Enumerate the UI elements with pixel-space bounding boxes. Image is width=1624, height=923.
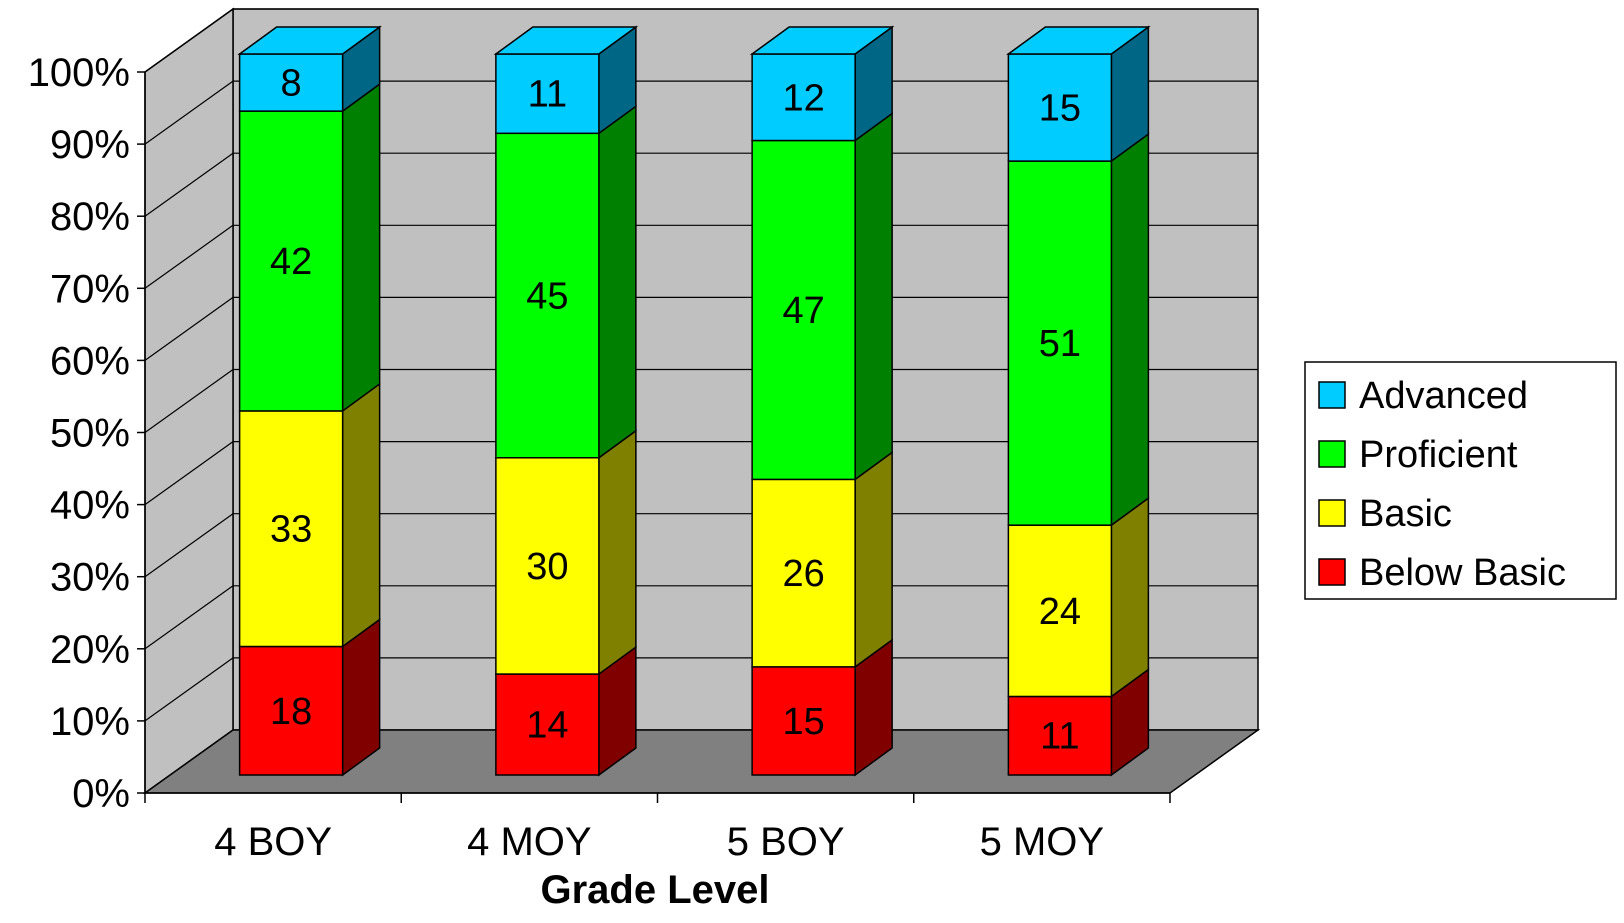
legend-swatch: [1318, 440, 1346, 468]
x-axis: 4 BOY 4 MOY 5 BOY 5 MOY: [144, 792, 1171, 864]
y-axis: 0% 10% 20% 30% 40% 50% 60% 70% 80% 90% 100%: [28, 51, 146, 816]
bar-top: [237, 26, 382, 55]
data-label: 45: [526, 276, 568, 318]
gridline-side: [144, 369, 234, 433]
gridline-side: [144, 8, 234, 73]
gridline-side: [144, 657, 234, 722]
legend-label: Advanced: [1359, 375, 1528, 417]
bar-segment: [238, 645, 344, 776]
data-label: 15: [782, 701, 824, 743]
y-tick-label: 10%: [50, 700, 130, 744]
bar-segment: [495, 132, 600, 459]
data-label: 47: [782, 290, 824, 332]
legend-label: Proficient: [1359, 434, 1518, 476]
x-tick-label: 5 MOY: [980, 820, 1104, 864]
bar-top: [493, 26, 639, 55]
data-label: 8: [281, 63, 302, 105]
bar-segment: [238, 410, 344, 648]
bar-segment: [751, 666, 856, 776]
data-label: 30: [526, 546, 568, 588]
data-label: 51: [1039, 323, 1081, 365]
y-tick-label: 80%: [50, 195, 130, 239]
bar-top: [749, 26, 895, 55]
bar-segment: [1007, 695, 1113, 776]
y-tick-label: 0%: [72, 772, 130, 816]
data-label: 18: [270, 691, 312, 733]
data-label: 42: [270, 241, 312, 283]
bar-side: [854, 112, 893, 481]
bar-stack: 11 24 51 15: [1006, 25, 1151, 777]
bar-side: [598, 104, 637, 460]
bar-segment: [238, 53, 344, 112]
y-tick-label: 100%: [28, 51, 130, 95]
y-tick-label: 30%: [50, 556, 130, 600]
x-tick-label: 4 BOY: [214, 820, 332, 864]
legend-label: Basic: [1359, 493, 1452, 535]
legend-swatch: [1318, 558, 1346, 586]
y-tick-label: 90%: [50, 123, 130, 167]
y-tick-label: 70%: [50, 267, 130, 311]
legend-swatch: [1318, 499, 1346, 527]
data-label: 11: [528, 74, 567, 116]
bar-side: [598, 429, 637, 676]
bar-segment: [495, 53, 600, 135]
bar-side: [1110, 132, 1150, 527]
y-tick-label: 20%: [50, 628, 130, 672]
data-label: 24: [1039, 591, 1081, 633]
bar-segment: [495, 673, 600, 776]
bar-segment: [238, 110, 344, 412]
legend-swatch: [1318, 381, 1346, 409]
bar-top: [1006, 26, 1151, 55]
legend-label: Below Basic: [1359, 552, 1566, 594]
bar-stack: 18 33 42 8: [237, 25, 382, 777]
bar-segment: [751, 478, 856, 668]
bar-stack: 14 30 45 11: [493, 25, 639, 777]
bar-segment: [1007, 53, 1113, 162]
y-tick-label: 60%: [50, 339, 130, 383]
gridline-side: [144, 152, 234, 217]
data-label: 26: [782, 553, 824, 595]
data-label: 33: [270, 509, 312, 551]
bar-segment: [495, 457, 600, 675]
gridline-side: [144, 224, 234, 289]
bars: 18 33 42 8 14 30 45 11 15 26 47 12 11 24 51 15: [237, 25, 1151, 777]
data-label: 14: [526, 705, 568, 747]
y-tick-label: 50%: [50, 412, 130, 456]
bar-segment: [1007, 524, 1113, 698]
y-tick-label: 40%: [50, 484, 130, 528]
bar-side: [1110, 496, 1150, 698]
bar-side: [341, 82, 381, 413]
gridline-side: [144, 296, 234, 361]
legend-box: [1304, 361, 1617, 600]
x-tick-label: 5 BOY: [727, 820, 845, 864]
x-tick-label: 4 MOY: [467, 820, 591, 864]
bar-segment: [1007, 160, 1113, 526]
gridline-side: [144, 513, 234, 578]
data-label: 12: [782, 77, 824, 119]
bar-side: [854, 450, 893, 669]
gridline-side: [144, 441, 234, 506]
bar-stack: 15 26 47 12: [749, 25, 895, 777]
data-label: 15: [1039, 88, 1081, 130]
gridline-side: [144, 80, 234, 145]
data-label: 11: [1040, 716, 1079, 758]
x-axis-title: Grade Level: [540, 868, 769, 912]
legend: Advanced Proficient Basic Below Basic: [1304, 361, 1617, 600]
bar-side: [341, 382, 381, 648]
gridline-side: [144, 585, 234, 650]
